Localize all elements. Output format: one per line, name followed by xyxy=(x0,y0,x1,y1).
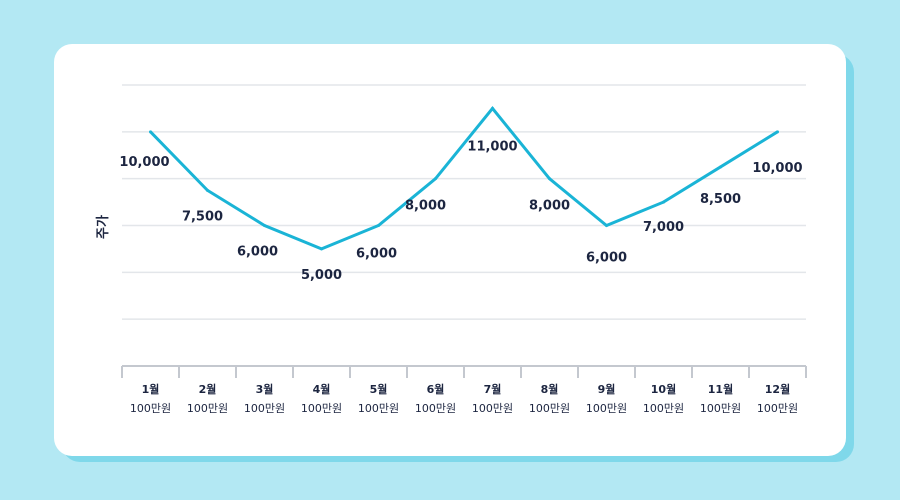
x-tick-label-month: 10월 xyxy=(651,382,676,396)
x-tick-label-month: 12월 xyxy=(765,382,790,396)
data-point xyxy=(377,224,380,227)
x-tick-label-month: 8월 xyxy=(541,382,559,396)
x-tick-label-month: 11월 xyxy=(708,382,733,396)
x-tick-label-unit: 100만원 xyxy=(757,402,798,415)
data-labels: 10,000 7,500 6,000 5,000 6,000 8,000 11,000 8,0… xyxy=(119,139,802,282)
data-point xyxy=(548,177,551,181)
data-point xyxy=(662,200,665,204)
x-tick-labels: 1월 100만원 2월 100만원 3월 100만원 4월 100만원 5월 100만원 6월 100… xyxy=(130,382,798,415)
data-point xyxy=(434,177,437,181)
x-tick-label-unit: 100만원 xyxy=(586,402,627,415)
x-axis xyxy=(121,365,807,378)
x-tick-label-unit: 100만원 xyxy=(700,402,741,415)
data-label: 7,500 xyxy=(182,209,223,224)
x-tick-label-unit: 100만원 xyxy=(358,402,399,415)
data-point xyxy=(776,130,779,134)
data-label: 6,000 xyxy=(586,251,627,266)
x-tick-label-unit: 100만원 xyxy=(244,402,285,415)
data-point xyxy=(491,106,494,110)
data-point xyxy=(206,188,209,192)
x-tick-label-unit: 100만원 xyxy=(643,402,684,415)
x-tick-label-unit: 100만원 xyxy=(130,402,171,415)
x-tick-label-month: 3월 xyxy=(256,382,274,396)
data-label: 10,000 xyxy=(119,155,169,170)
x-tick-label-month: 9월 xyxy=(598,382,616,396)
x-tick-label-month: 1월 xyxy=(142,382,160,396)
x-tick-label-unit: 100만원 xyxy=(187,402,228,415)
x-tick-label-month: 7월 xyxy=(484,382,502,396)
data-label: 11,000 xyxy=(467,139,517,154)
x-tick-label-month: 5월 xyxy=(370,382,388,396)
data-label: 8,500 xyxy=(700,192,741,207)
data-point xyxy=(320,247,323,251)
data-label: 5,000 xyxy=(301,268,342,283)
data-label: 8,000 xyxy=(405,199,446,214)
series-line xyxy=(149,106,779,251)
data-point xyxy=(605,224,608,227)
x-tick-label-month: 4월 xyxy=(313,382,331,396)
data-label: 6,000 xyxy=(237,245,278,260)
data-point xyxy=(149,130,152,134)
data-label: 6,000 xyxy=(356,247,397,262)
chart-card xyxy=(54,44,846,456)
x-tick-label-unit: 100만원 xyxy=(529,402,570,415)
x-tick-label-month: 2월 xyxy=(199,382,217,396)
data-point xyxy=(719,165,722,169)
data-label: 8,000 xyxy=(529,199,570,214)
gridlines xyxy=(122,84,806,320)
x-tick-label-unit: 100만원 xyxy=(472,402,513,415)
data-label: 7,000 xyxy=(643,220,684,235)
x-tick-label-unit: 100만원 xyxy=(415,402,456,415)
x-tick-label-unit: 100만원 xyxy=(301,402,342,415)
data-points xyxy=(149,106,779,251)
data-point xyxy=(263,224,266,227)
y-axis-label: 주가 xyxy=(96,215,111,239)
data-label: 10,000 xyxy=(752,161,802,176)
x-tick-label-month: 6월 xyxy=(427,382,445,396)
